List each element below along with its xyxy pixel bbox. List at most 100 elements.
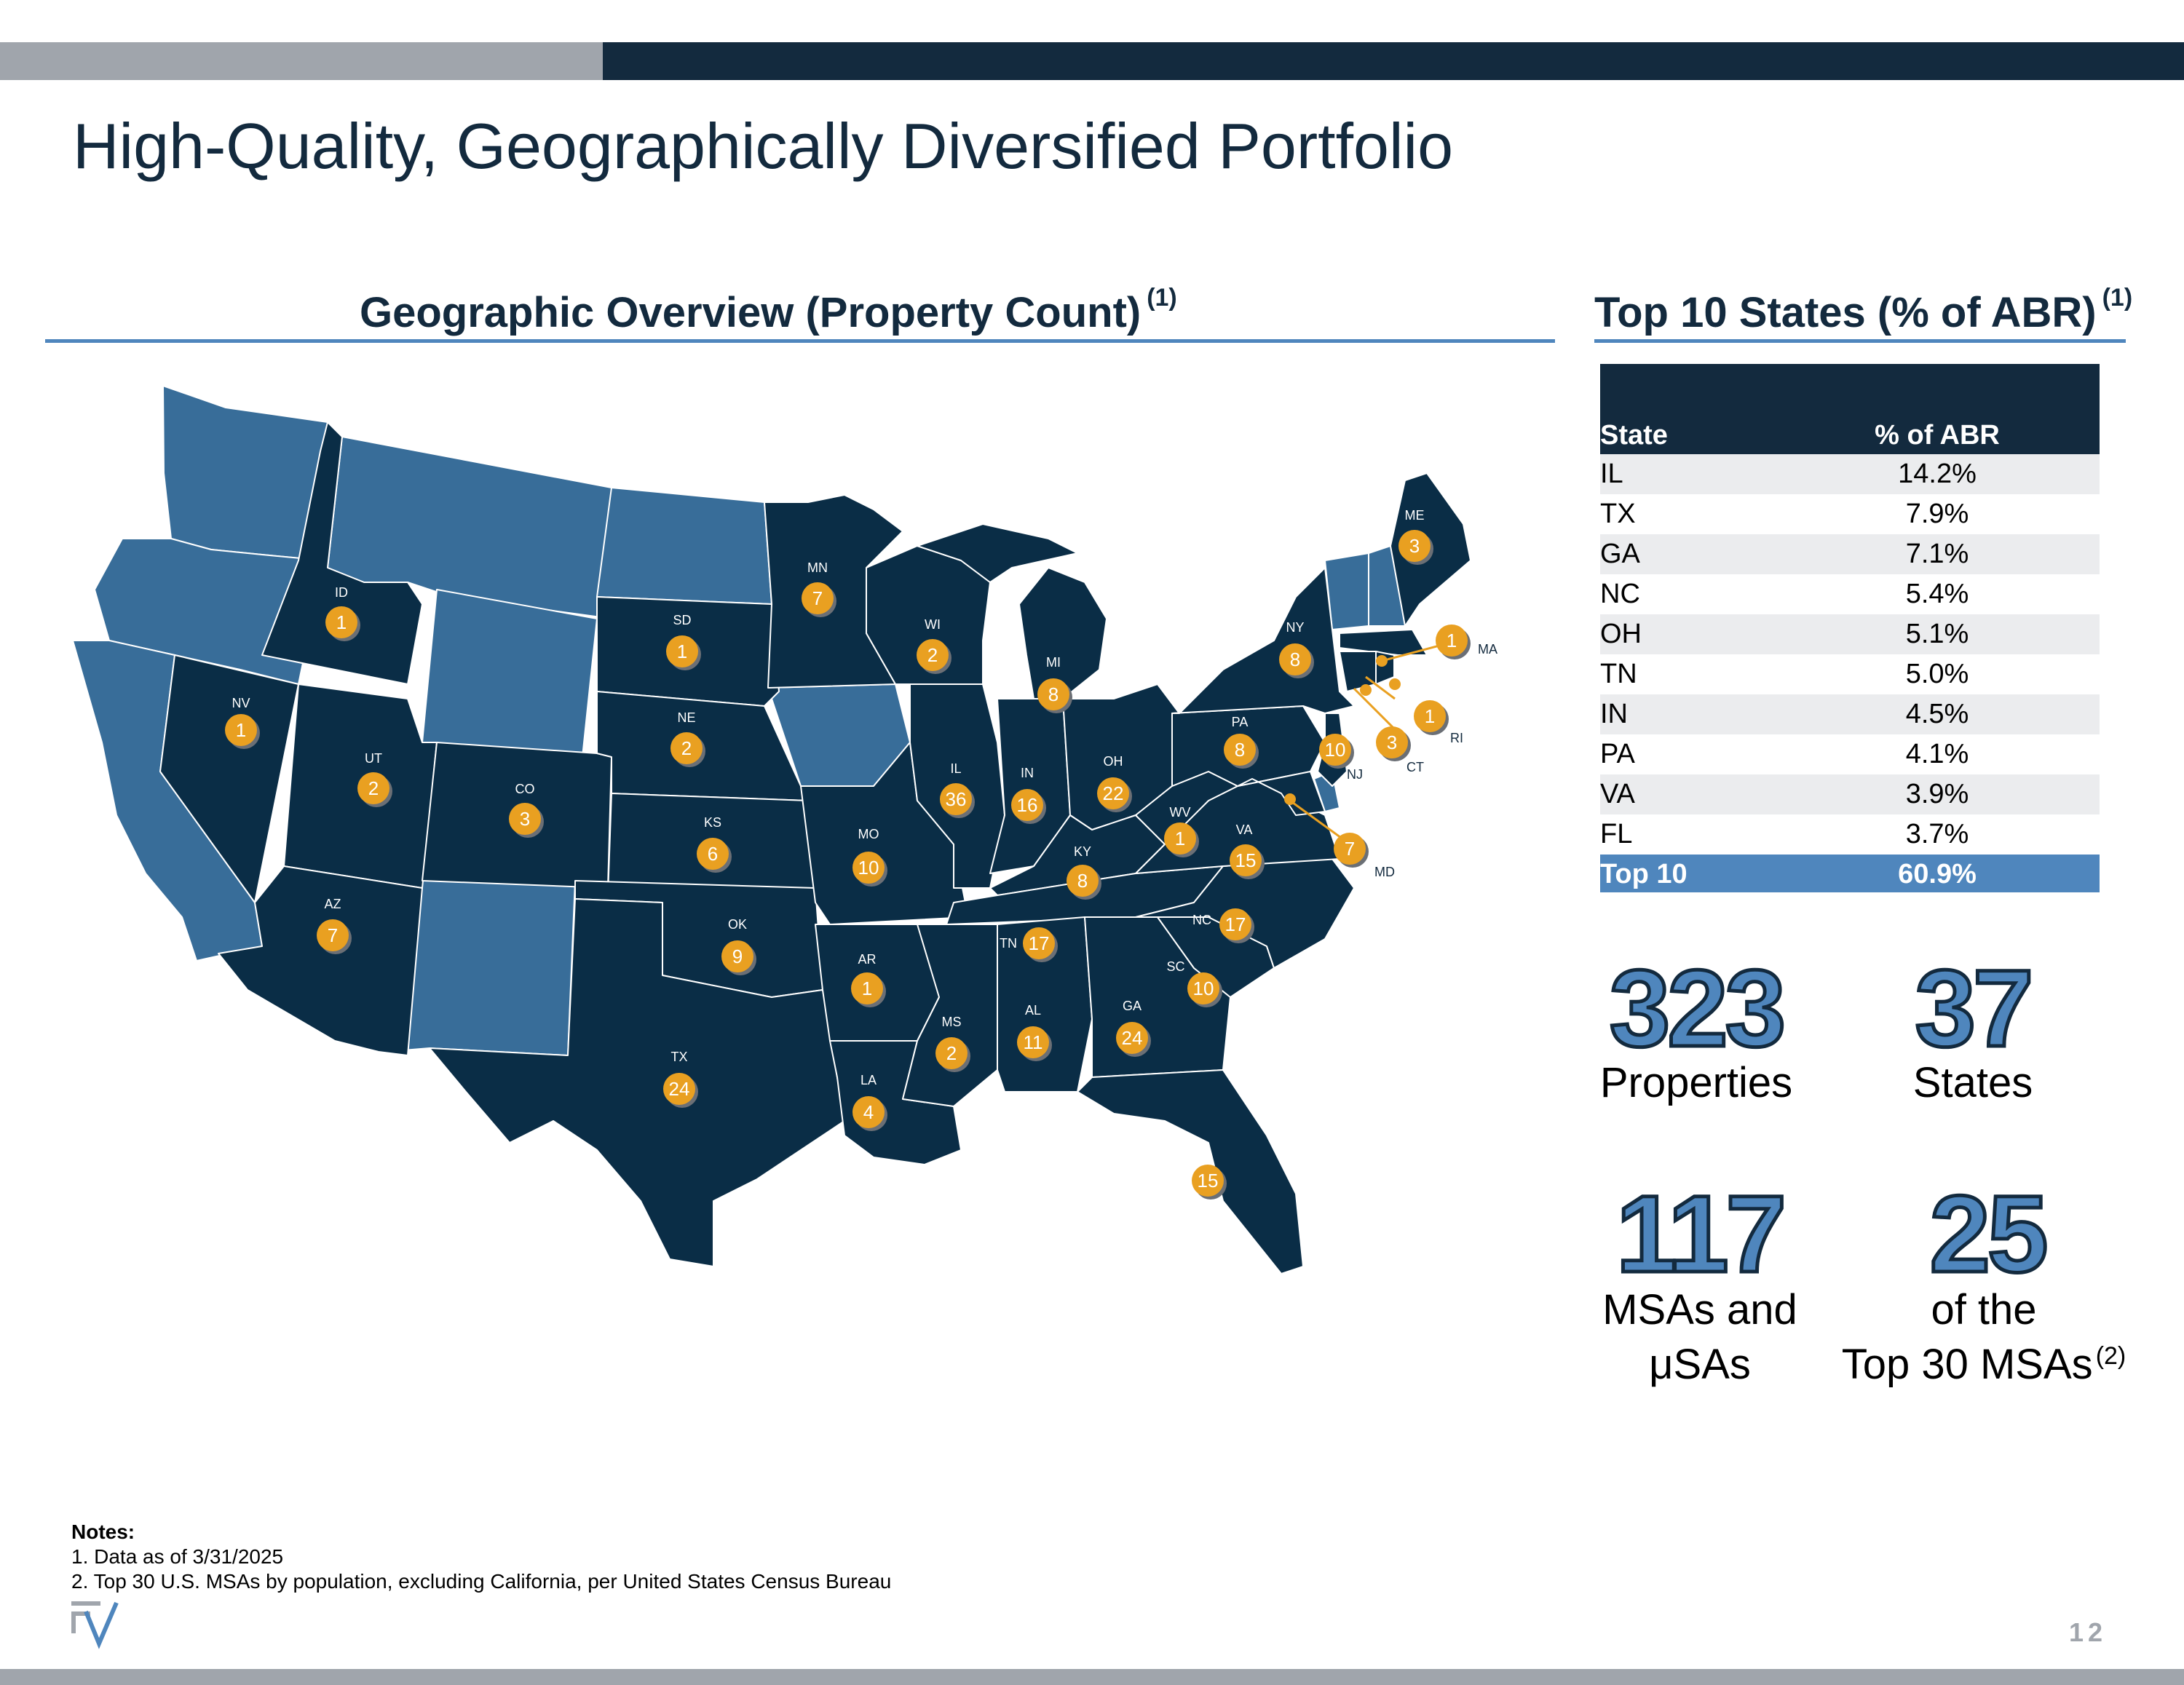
state-tx xyxy=(429,898,845,1267)
badge-circle xyxy=(1097,777,1129,809)
badge-wv: 1 xyxy=(1164,822,1199,857)
abbr-ga: GA xyxy=(1123,999,1142,1013)
badge-circle xyxy=(1319,734,1351,766)
row-state: VA xyxy=(1600,779,1635,809)
map-section-footnote: (1) xyxy=(1147,284,1177,312)
badge-circle xyxy=(317,919,349,951)
badge-count: 8 xyxy=(1077,870,1088,892)
badge-count: 9 xyxy=(732,945,743,967)
badge-count: 24 xyxy=(669,1078,690,1100)
abbr-ms: MS xyxy=(942,1015,962,1029)
row-pct: 14.2% xyxy=(1898,459,1977,489)
stat-msas-label-line1: MSAs and xyxy=(1602,1286,1797,1333)
state-az xyxy=(218,865,423,1056)
total-pct: 60.9% xyxy=(1898,859,1977,889)
header-bar-navy xyxy=(603,42,2184,80)
badge-ct: 3 xyxy=(1376,726,1411,761)
badge-circle xyxy=(1017,1026,1049,1058)
badge-circle xyxy=(1219,908,1251,940)
page-number: 12 xyxy=(2069,1617,2108,1647)
badge-in: 16 xyxy=(1011,789,1046,824)
state-abbreviations: ID NV UT CO AZ SD NE KS OK TX MN MO AR L… xyxy=(232,508,1497,1159)
stat-msas-label-line2: μSAs xyxy=(1649,1341,1751,1389)
row-state: IN xyxy=(1600,699,1628,729)
badge-count: 17 xyxy=(1225,913,1246,935)
badge-circle xyxy=(1436,625,1468,657)
row-pct: 4.1% xyxy=(1905,739,1969,769)
badge-count: 6 xyxy=(708,843,718,865)
badge-circle xyxy=(1164,822,1196,855)
row-state: NC xyxy=(1600,579,1640,609)
row-pct: 3.7% xyxy=(1905,819,1969,849)
note-2: 2. Top 30 U.S. MSAs by population, exclu… xyxy=(71,1570,892,1593)
badge-count: 22 xyxy=(1103,782,1124,804)
abbr-in: IN xyxy=(1021,766,1034,780)
abbr-id: ID xyxy=(335,585,348,600)
table-section-title: Top 10 States (% of ABR) (1) xyxy=(1594,284,2132,337)
badge-circle xyxy=(1192,1165,1224,1197)
abbr-az: AZ xyxy=(324,897,341,911)
badge-circle xyxy=(1279,643,1311,675)
top-states-table: State % of ABR IL 14.2% TX 7.9% GA 7.1% NC 5… xyxy=(1600,364,2100,892)
row-pct: 5.4% xyxy=(1905,579,1969,609)
badge-al: 11 xyxy=(1017,1026,1052,1061)
row-state: GA xyxy=(1600,539,1640,569)
us-map: ID NV UT CO AZ SD NE KS OK TX MN MO AR L… xyxy=(72,385,1497,1274)
badge-count: 7 xyxy=(1345,838,1355,860)
abbr-tn: TN xyxy=(1000,936,1017,951)
abbr-nc: NC xyxy=(1192,913,1211,927)
badge-circle xyxy=(802,582,834,614)
map-section-rule xyxy=(45,339,1555,343)
badge-co: 3 xyxy=(509,803,544,838)
badge-id: 1 xyxy=(325,606,360,641)
abbr-ne: NE xyxy=(677,710,695,725)
state-id xyxy=(261,421,423,685)
badge-me: 3 xyxy=(1398,530,1433,565)
badge-nv: 1 xyxy=(225,714,260,749)
stat-states-label: States xyxy=(1912,1059,2033,1106)
abbr-sd: SD xyxy=(673,613,691,627)
row-state: FL xyxy=(1600,819,1633,849)
table-section-title-text: Top 10 States (% of ABR) xyxy=(1594,289,2097,336)
badge-count: 3 xyxy=(520,808,530,830)
badge-ga: 24 xyxy=(1116,1022,1151,1057)
badge-count: 10 xyxy=(858,857,879,879)
header-pct: % of ABR xyxy=(1875,420,2000,451)
abbr-il: IL xyxy=(950,761,961,776)
badge-circle xyxy=(670,732,703,764)
badge-tn: 17 xyxy=(1023,927,1058,962)
row-state: TN xyxy=(1600,659,1637,689)
abbr-al: AL xyxy=(1025,1003,1041,1018)
badge-count: 11 xyxy=(1024,1031,1043,1053)
badge-mi: 8 xyxy=(1037,678,1072,713)
badge-count: 17 xyxy=(1029,932,1050,954)
abbr-mo: MO xyxy=(858,827,879,841)
badge-count: 7 xyxy=(328,924,338,946)
badge-circle xyxy=(852,1096,885,1128)
state-ct xyxy=(1339,651,1377,692)
badge-circle xyxy=(1334,833,1366,865)
table-row: IN 4.5% xyxy=(1600,694,2100,734)
badge-oh: 22 xyxy=(1097,777,1132,812)
row-pct: 4.5% xyxy=(1905,699,1969,729)
badge-count: 2 xyxy=(946,1042,957,1064)
badge-count: 2 xyxy=(927,644,938,666)
badge-count: 8 xyxy=(1048,683,1059,705)
badge-count: 1 xyxy=(236,719,246,741)
abbr-ny: NY xyxy=(1286,620,1304,635)
notes-heading: Notes: xyxy=(71,1521,135,1543)
badge-ri: 1 xyxy=(1414,700,1449,735)
table-row: IL 14.2% xyxy=(1600,454,2100,494)
badge-circle xyxy=(1116,1022,1148,1054)
state-mi xyxy=(1018,567,1107,699)
map-states xyxy=(72,385,1471,1274)
badge-wi: 2 xyxy=(917,639,951,674)
table-row: NC 5.4% xyxy=(1600,574,2100,614)
table-total-row: Top 10 60.9% xyxy=(1600,855,2100,892)
abbr-la: LA xyxy=(860,1073,877,1087)
badge-count: 1 xyxy=(1447,630,1457,651)
table-section-footnote: (1) xyxy=(2102,284,2133,312)
badge-circle xyxy=(1230,844,1262,876)
abbr-nj: NJ xyxy=(1347,767,1363,782)
badge-circle xyxy=(357,772,389,804)
